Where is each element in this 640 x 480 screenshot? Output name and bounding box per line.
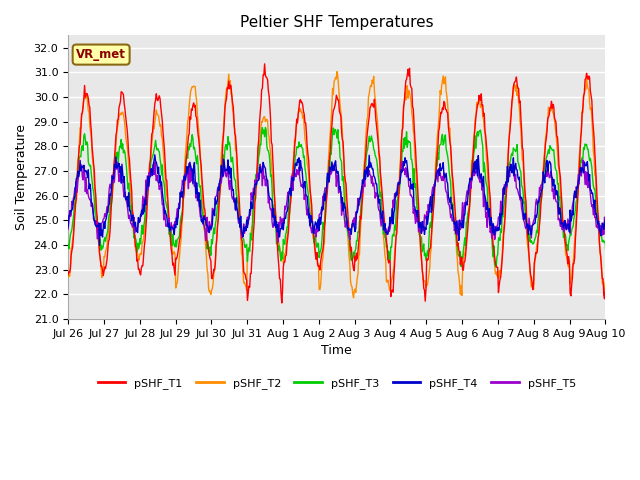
Title: Peltier SHF Temperatures: Peltier SHF Temperatures: [240, 15, 433, 30]
Text: VR_met: VR_met: [76, 48, 126, 61]
Legend: pSHF_T1, pSHF_T2, pSHF_T3, pSHF_T4, pSHF_T5: pSHF_T1, pSHF_T2, pSHF_T3, pSHF_T4, pSHF…: [93, 373, 580, 393]
X-axis label: Time: Time: [321, 344, 352, 357]
Y-axis label: Soil Temperature: Soil Temperature: [15, 124, 28, 230]
